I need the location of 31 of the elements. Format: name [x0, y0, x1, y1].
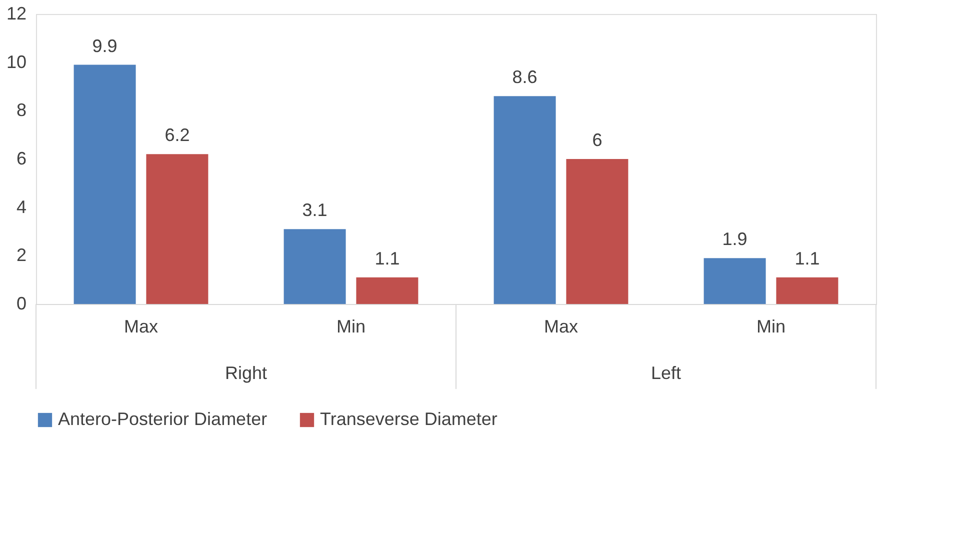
legend-label: Transeverse Diameter: [320, 409, 498, 429]
legend-label: Antero-Posterior Diameter: [58, 409, 268, 429]
text: Left: [650, 363, 682, 383]
bar: [74, 64, 136, 304]
bar: [566, 159, 628, 304]
y-tick-label: 10: [6, 52, 26, 72]
data-label: 1.9: [722, 229, 748, 250]
data-label: 9.9: [92, 36, 118, 56]
data-label: 3.1: [302, 200, 328, 220]
data-label: 1.1: [794, 248, 820, 268]
bar: [146, 154, 208, 304]
y-tick-label: 2: [16, 245, 26, 266]
y-tick-label: 6: [16, 148, 26, 168]
data-label: 6: [592, 130, 602, 150]
bar: [494, 96, 556, 304]
data-label: 6.2: [164, 125, 190, 146]
y-tick-label: 12: [6, 4, 26, 24]
x-tick-label: Max: [544, 316, 578, 336]
data-label: 8.6: [512, 67, 538, 88]
bar: [776, 277, 838, 304]
x-tick-label: Max: [124, 316, 158, 336]
x-tick-label: Min: [336, 316, 366, 336]
text: Right: [224, 363, 268, 383]
bar: [356, 277, 418, 304]
x-tick-label: Min: [756, 316, 786, 336]
bar: [284, 229, 346, 304]
y-tick-label: 4: [16, 196, 26, 217]
data-label: 1.1: [374, 248, 400, 268]
bar: [704, 258, 766, 304]
y-tick-label: 8: [16, 100, 26, 120]
y-tick-label: 0: [16, 294, 26, 314]
